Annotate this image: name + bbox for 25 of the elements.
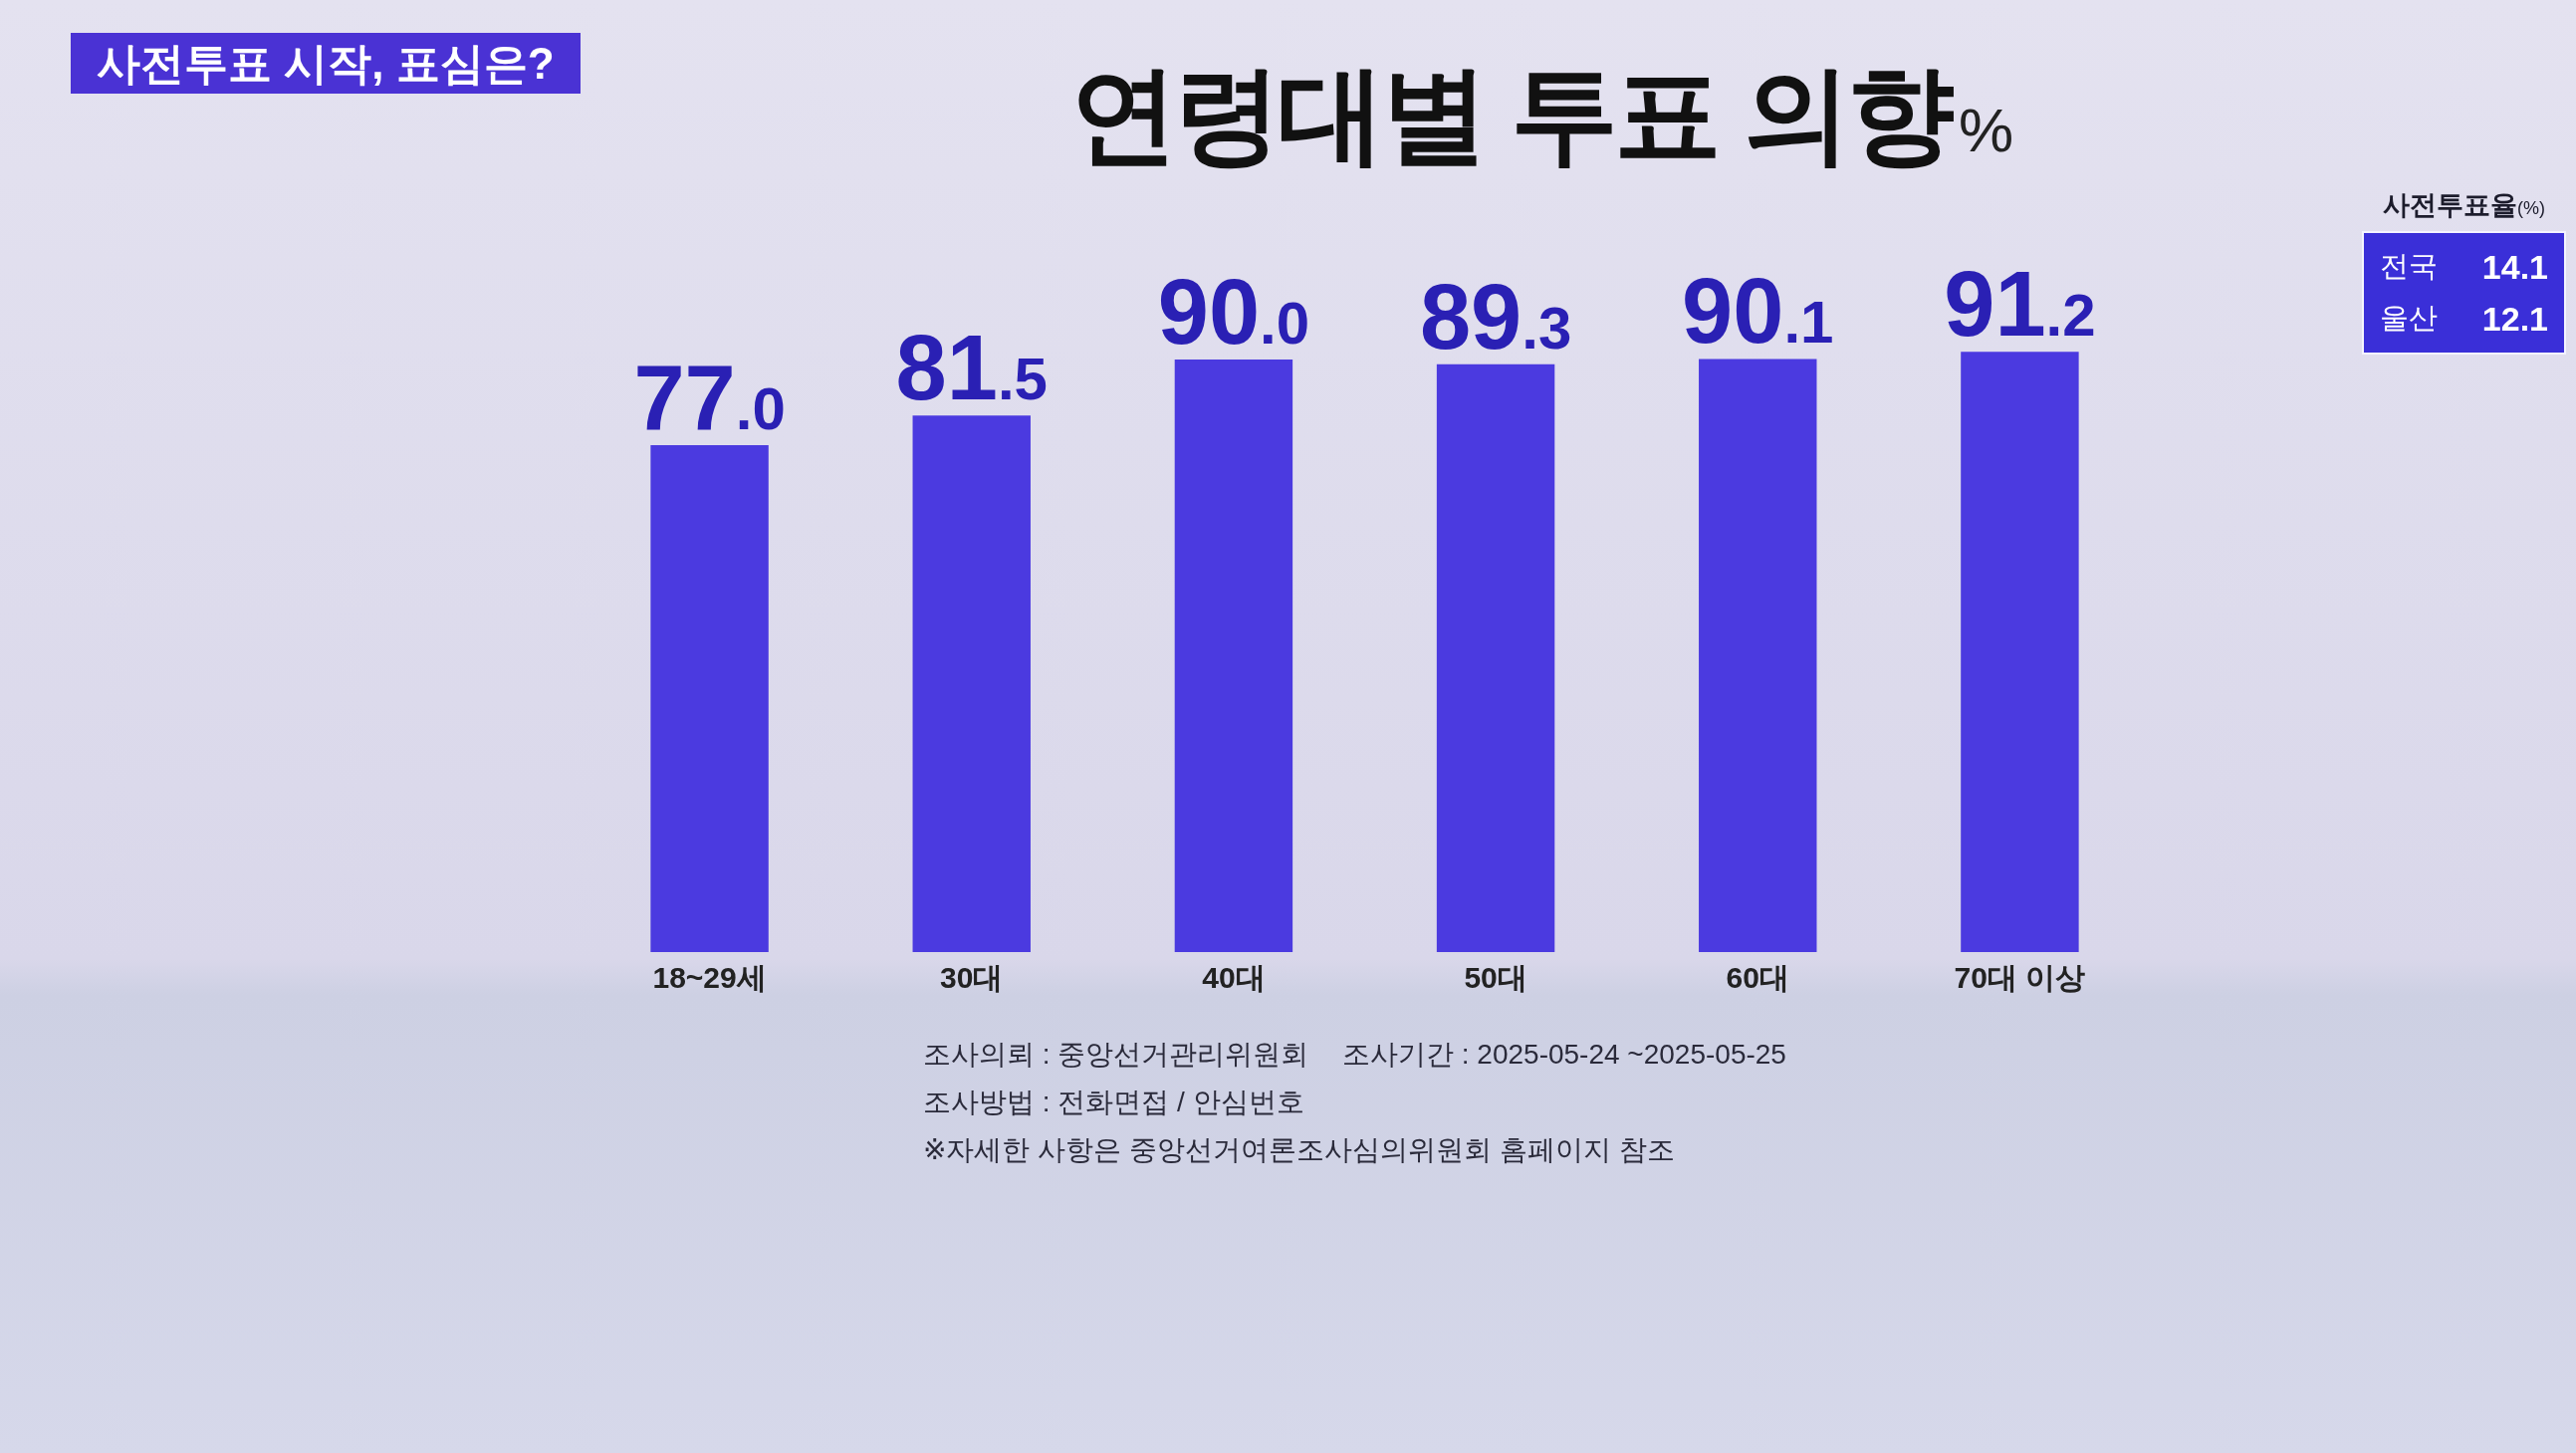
text: (%) xyxy=(2517,198,2545,218)
data-label: 12.1 xyxy=(2481,299,2548,339)
x-tick-label: 50대 xyxy=(1464,961,1527,995)
text: 조사방법 : 전화면접 / 안심번호 xyxy=(923,1086,1305,1119)
x-tick-label: 18~29세 xyxy=(652,961,767,995)
data-label: 81.5 xyxy=(895,317,1048,419)
text: ※자세한 사항은 중앙선거여론조사심의위원회 홈페이지 참조 xyxy=(923,1133,1676,1167)
chart-title: 연령대별 투표 의향 xyxy=(1070,54,1952,174)
text: 조사의뢰 : 중앙선거관리위원회 xyxy=(923,1038,1310,1072)
data-label: 14.1 xyxy=(2481,247,2548,287)
data-label: 91.2 xyxy=(1944,253,2096,356)
y-axis-title: % xyxy=(1959,96,2014,164)
data-label: 90.0 xyxy=(1157,261,1310,363)
chart-subtitle: 사전투표 시작, 표심은? xyxy=(71,33,581,94)
data-label: 77.0 xyxy=(633,347,786,449)
data-label: 89.3 xyxy=(1419,265,1572,367)
x-tick-label: 60대 xyxy=(1726,961,1789,995)
category-label: 울산 xyxy=(2380,301,2438,336)
x-tick-label: 70대 이상 xyxy=(1954,961,2086,995)
category-label: 전국 xyxy=(2380,249,2438,284)
data-label: 90.1 xyxy=(1682,260,1834,363)
text: 사전투표율 xyxy=(2383,190,2517,220)
x-tick-label: 40대 xyxy=(1202,961,1266,995)
x-tick-label: 30대 xyxy=(940,961,1004,995)
text: 조사기간 : 2025-05-24 ~2025-05-25 xyxy=(1342,1038,1786,1072)
